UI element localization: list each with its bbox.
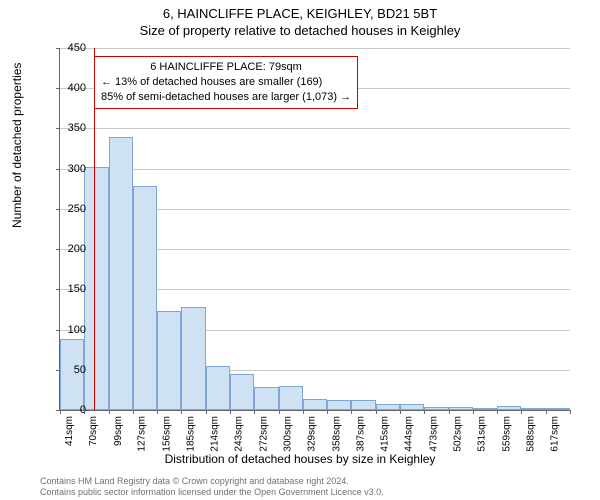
y-axis-label: Number of detached properties	[10, 63, 24, 228]
histogram-bar	[133, 186, 157, 410]
x-tick-label: 41sqm	[64, 416, 75, 446]
x-tick-label: 272sqm	[258, 416, 269, 452]
chart-title-line2: Size of property relative to detached ho…	[0, 21, 600, 38]
histogram-bar	[303, 399, 327, 410]
y-tick-label: 450	[68, 42, 86, 54]
y-tick-label: 200	[68, 243, 86, 255]
histogram-bar	[279, 386, 303, 410]
x-tick-label: 185sqm	[185, 416, 196, 452]
footer-line: Contains HM Land Registry data © Crown c…	[40, 476, 384, 487]
footer-text: Contains HM Land Registry data © Crown c…	[40, 476, 384, 499]
y-tick-label: 300	[68, 163, 86, 175]
histogram-bar	[327, 400, 351, 410]
histogram-bar	[181, 307, 205, 410]
x-tick-label: 99sqm	[113, 416, 124, 446]
histogram-bar	[206, 366, 230, 410]
chart-title-line1: 6, HAINCLIFFE PLACE, KEIGHLEY, BD21 5BT	[0, 0, 600, 21]
x-tick-label: 300sqm	[283, 416, 294, 452]
x-tick-label: 387sqm	[355, 416, 366, 452]
x-tick-label: 444sqm	[404, 416, 415, 452]
histogram-bar	[351, 400, 375, 410]
y-axis-line	[59, 48, 60, 410]
info-box-line: 6 HAINCLIFFE PLACE: 79sqm	[101, 60, 351, 75]
info-box-line: ← 13% of detached houses are smaller (16…	[101, 75, 351, 90]
x-tick-label: 70sqm	[88, 416, 99, 446]
y-tick-label: 350	[68, 122, 86, 134]
x-tick-label: 358sqm	[331, 416, 342, 452]
x-tick-label: 415sqm	[380, 416, 391, 452]
histogram-bar	[109, 137, 133, 411]
x-axis-label: Distribution of detached houses by size …	[0, 452, 600, 466]
plot-area: 6 HAINCLIFFE PLACE: 79sqm ← 13% of detac…	[60, 48, 570, 410]
info-box-line: 85% of semi-detached houses are larger (…	[101, 90, 351, 105]
y-tick-label: 150	[68, 283, 86, 295]
x-tick-label: 502sqm	[453, 416, 464, 452]
x-tick-label: 214sqm	[210, 416, 221, 452]
y-tick-label: 400	[68, 82, 86, 94]
histogram-bar	[230, 374, 254, 410]
y-tick-label: 50	[74, 364, 86, 376]
x-tick-label: 243sqm	[234, 416, 245, 452]
x-tick-label: 329sqm	[307, 416, 318, 452]
footer-line: Contains public sector information licen…	[40, 487, 384, 498]
x-tick-label: 588sqm	[525, 416, 536, 452]
x-tick-label: 531sqm	[477, 416, 488, 452]
info-box: 6 HAINCLIFFE PLACE: 79sqm ← 13% of detac…	[94, 56, 358, 109]
y-tick-label: 250	[68, 203, 86, 215]
x-tick-label: 127sqm	[137, 416, 148, 452]
histogram-bar	[254, 387, 278, 410]
histogram-bar	[84, 167, 108, 410]
chart-container: 6, HAINCLIFFE PLACE, KEIGHLEY, BD21 5BT …	[0, 0, 600, 500]
x-tick-label: 156sqm	[161, 416, 172, 452]
x-tick-label: 559sqm	[501, 416, 512, 452]
x-tick-label: 473sqm	[428, 416, 439, 452]
y-tick-label: 100	[68, 324, 86, 336]
histogram-bar	[157, 311, 181, 410]
x-tick-label: 617sqm	[550, 416, 561, 452]
